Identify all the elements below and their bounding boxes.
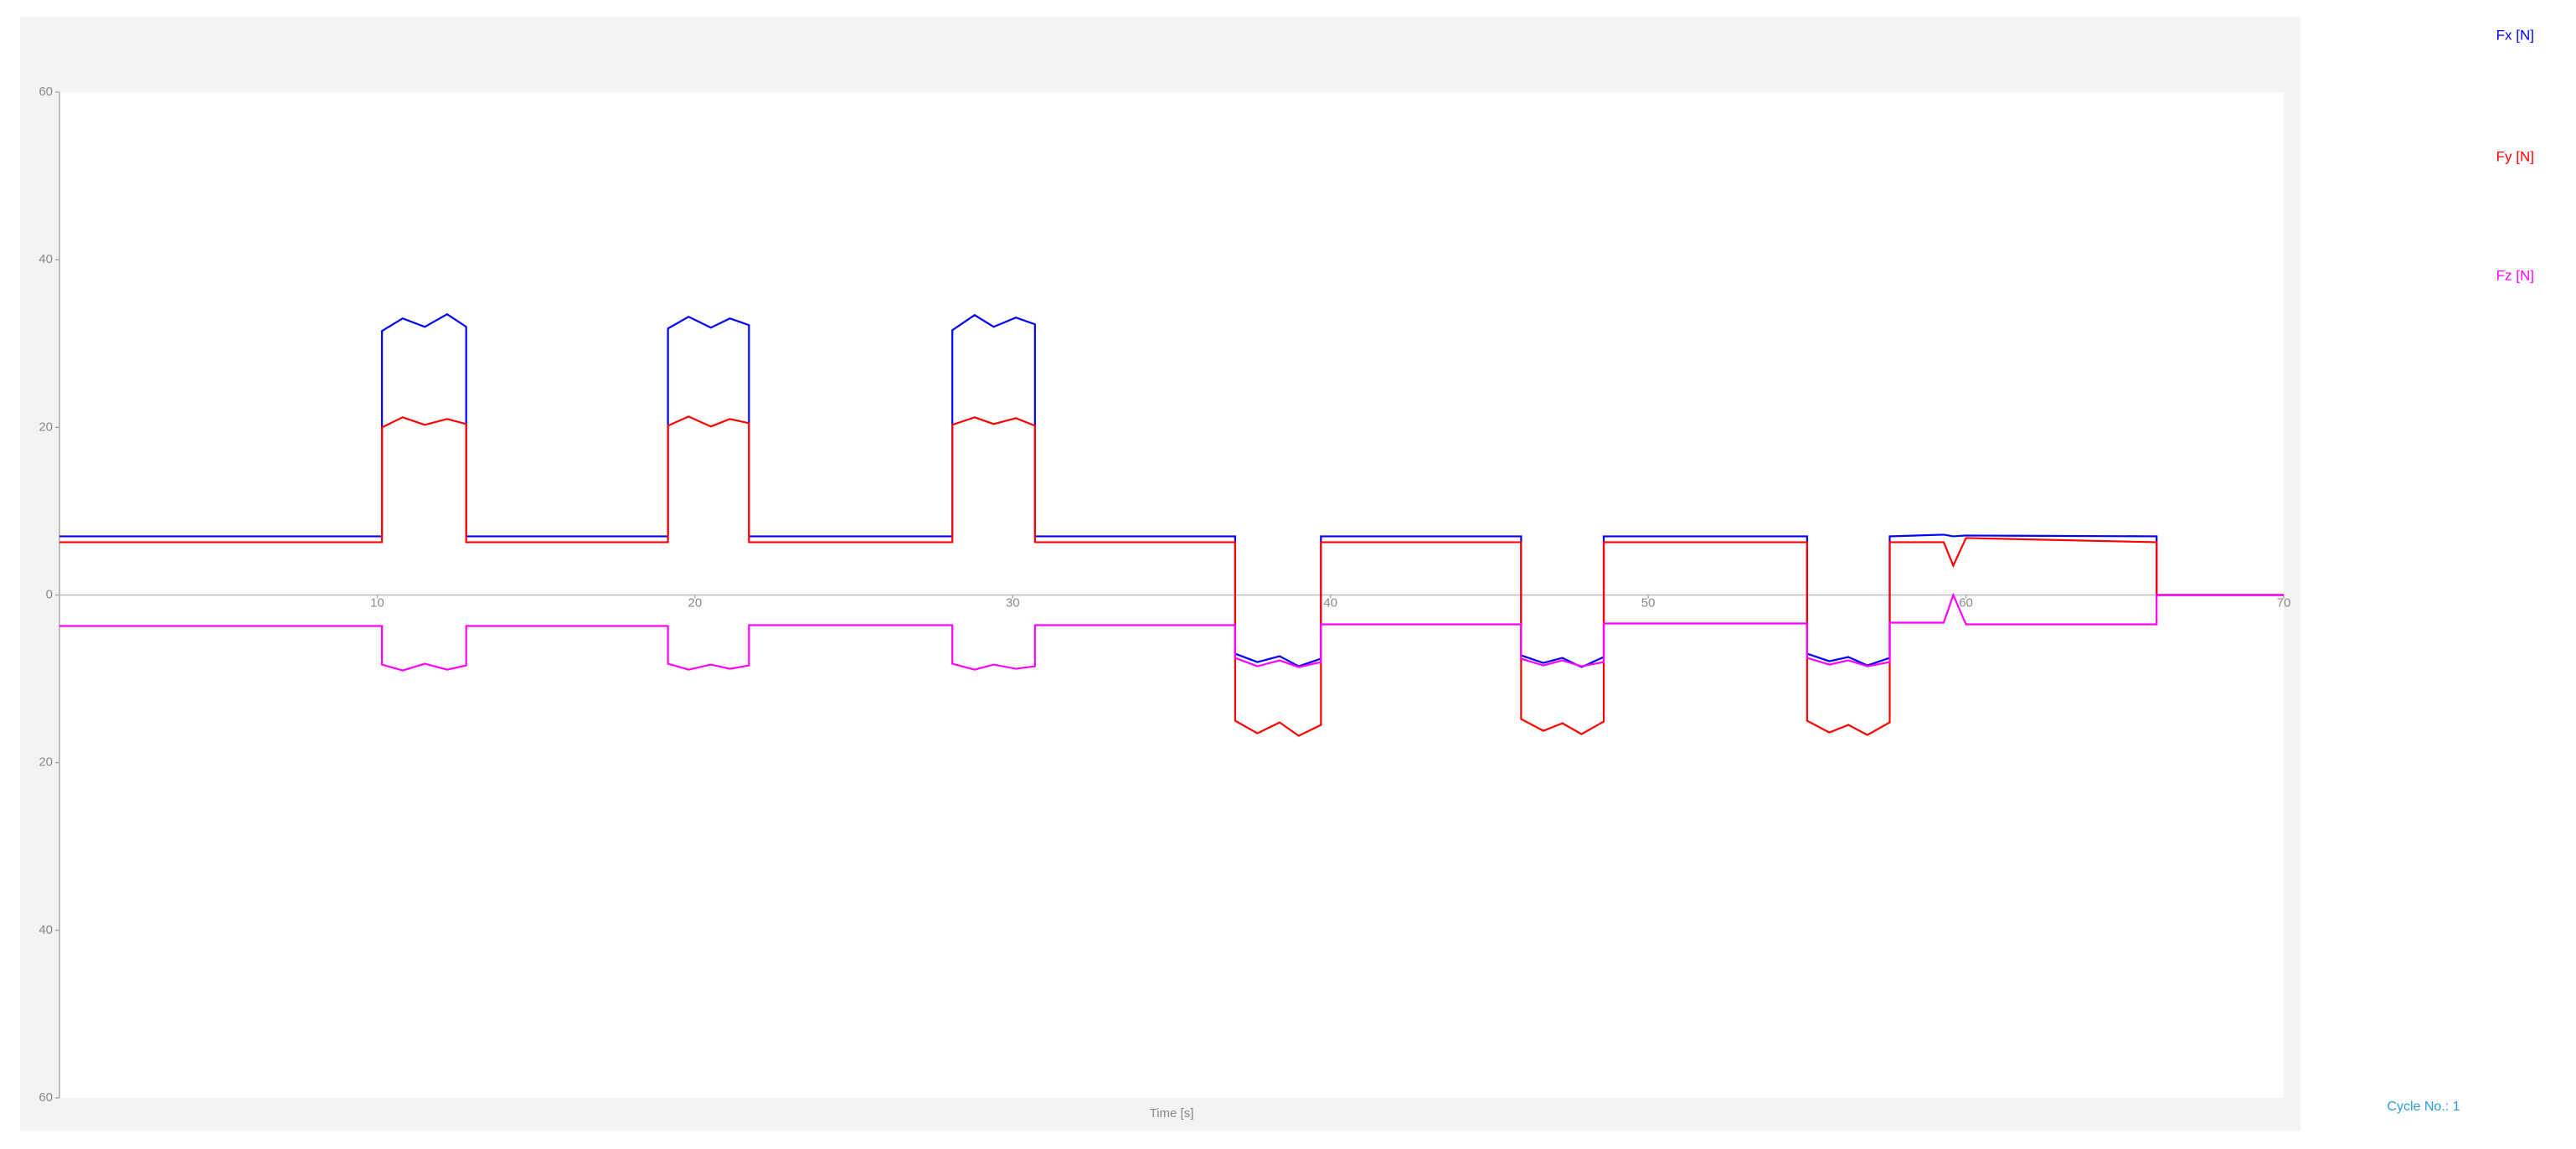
y-tick-label: 20 [39,755,53,770]
legend-entry: Fz [N] [2496,267,2534,283]
x-axis-label: Time [s] [1150,1106,1194,1121]
y-tick-label: 20 [39,420,53,434]
x-tick-label: 40 [1323,595,1337,610]
y-tick-label: 60 [39,1090,53,1105]
legend-entry: Fy [N] [2496,148,2534,164]
x-tick-label: 60 [1959,595,1973,610]
y-tick-label: 60 [39,85,53,99]
legend-entry: Fx [N] [2496,27,2534,43]
y-tick-label: 40 [39,252,53,266]
x-tick-label: 30 [1006,595,1020,610]
x-tick-label: 50 [1641,595,1656,610]
cycle-label: Cycle No.: 1 [2387,1100,2460,1114]
x-tick-label: 10 [370,595,384,610]
y-tick-label: 40 [39,923,53,937]
y-tick-label: 0 [46,587,53,601]
x-tick-label: 20 [688,595,703,610]
series-line [59,415,2284,737]
x-tick-label: 70 [2277,595,2291,610]
series-line [59,592,2284,672]
